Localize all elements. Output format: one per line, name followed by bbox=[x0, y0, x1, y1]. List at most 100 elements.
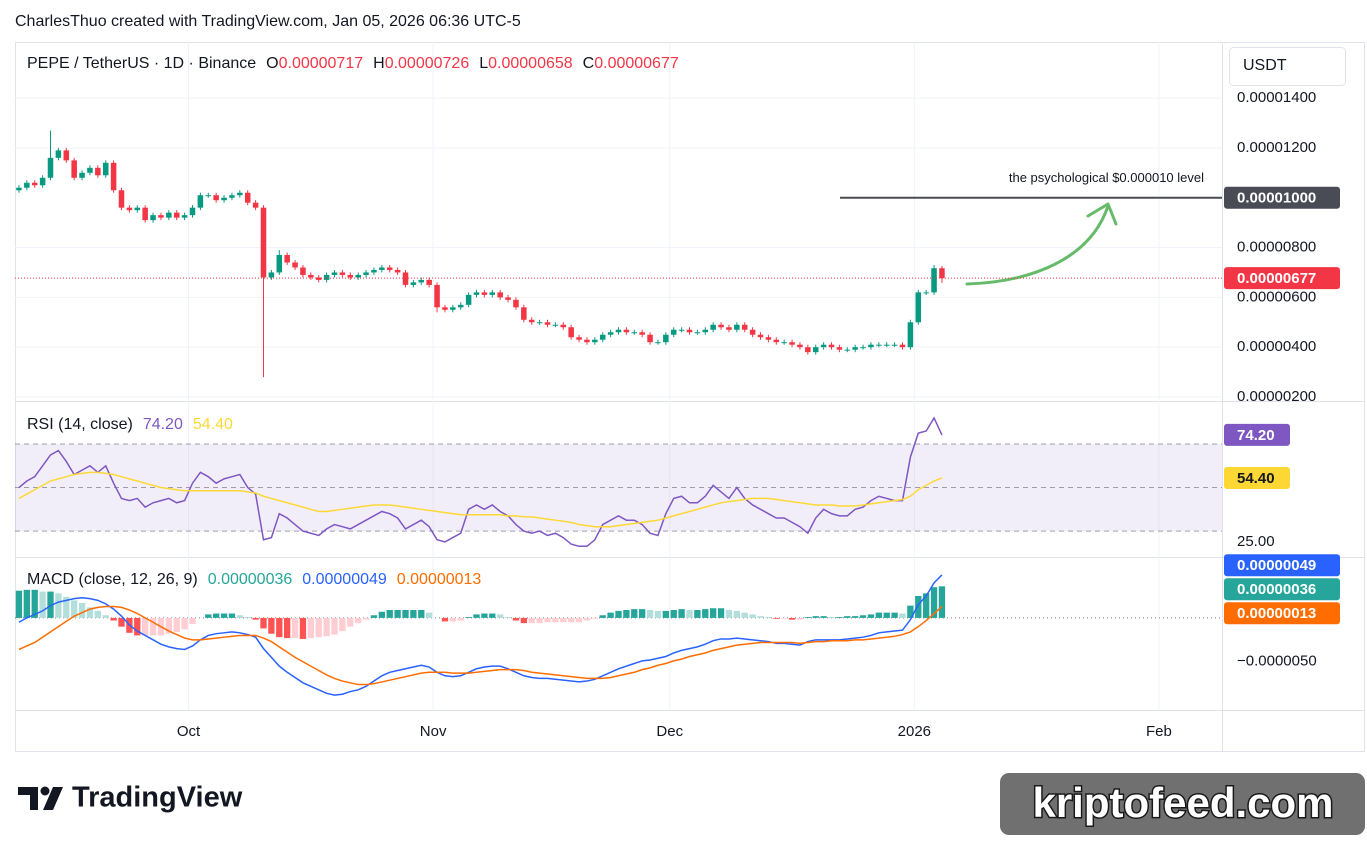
histogram-bar bbox=[370, 615, 378, 618]
candle-body bbox=[536, 322, 543, 324]
price-badge bbox=[1224, 602, 1340, 625]
rsi-line bbox=[18, 471, 943, 528]
histogram-bar bbox=[583, 617, 591, 621]
candle-body bbox=[110, 162, 117, 191]
y-tick-label: 0.00001200 bbox=[1237, 139, 1316, 156]
histogram-bar bbox=[142, 617, 149, 636]
histogram-bar bbox=[702, 609, 709, 618]
histogram-bar bbox=[457, 617, 464, 621]
histogram-bar bbox=[568, 617, 575, 623]
y-tick-label: 0.00000600 bbox=[1237, 288, 1316, 305]
candle-body bbox=[166, 212, 172, 218]
candle-body bbox=[276, 255, 283, 273]
legend: PEPE / TetherUS · 1D · Binance O0.0000071… bbox=[27, 55, 679, 72]
plot bbox=[15, 130, 946, 696]
histogram-bar bbox=[276, 617, 283, 638]
candle-body bbox=[229, 195, 235, 198]
candle-body bbox=[442, 307, 448, 310]
histogram-bar bbox=[378, 611, 385, 618]
candle-body bbox=[237, 192, 243, 196]
histogram-bar bbox=[528, 617, 535, 624]
histogram-bar bbox=[915, 595, 922, 618]
candle-body bbox=[781, 342, 787, 344]
histogram-bar bbox=[23, 589, 30, 618]
price-badge bbox=[1224, 466, 1290, 489]
candle-body bbox=[828, 344, 835, 348]
logo: TradingView bbox=[18, 782, 243, 814]
histogram-bar bbox=[844, 616, 851, 618]
legend-value: 0.00000677 bbox=[594, 55, 679, 72]
candle-body bbox=[394, 269, 401, 273]
histogram-bar bbox=[15, 590, 23, 618]
indicator-title: MACD (close, 12, 26, 9) bbox=[27, 571, 198, 588]
candle-body bbox=[284, 255, 290, 263]
candle-body bbox=[173, 212, 180, 218]
candle-body bbox=[16, 187, 22, 191]
histogram-bar bbox=[796, 617, 804, 620]
candle-body bbox=[386, 267, 393, 270]
candle-body bbox=[158, 215, 164, 218]
candle-body bbox=[812, 347, 819, 353]
histogram-bar bbox=[639, 609, 646, 618]
candle-body bbox=[528, 319, 535, 323]
histogram-bar bbox=[110, 617, 117, 621]
candle-body bbox=[702, 329, 709, 333]
candle-body bbox=[599, 334, 606, 340]
candle-body bbox=[465, 294, 472, 305]
histogram-bar bbox=[78, 602, 86, 618]
candle-body bbox=[765, 337, 772, 340]
candle-body bbox=[252, 202, 259, 208]
candle-body bbox=[189, 207, 196, 216]
histogram-bar bbox=[670, 610, 677, 618]
macd-line bbox=[18, 574, 943, 696]
candle-body bbox=[560, 324, 567, 328]
candle-body bbox=[852, 347, 858, 350]
histogram-bar bbox=[260, 617, 267, 629]
candle-body bbox=[876, 344, 882, 346]
candle-body bbox=[481, 292, 488, 295]
histogram-bar bbox=[930, 587, 938, 618]
candle-body bbox=[87, 167, 93, 173]
candle-body bbox=[639, 332, 645, 335]
histogram-bar bbox=[749, 614, 756, 618]
x-tick-label: Oct bbox=[177, 723, 201, 740]
candle-body bbox=[552, 324, 559, 326]
legend-key: L bbox=[479, 55, 488, 72]
histogram-bar bbox=[788, 617, 796, 620]
candle-body bbox=[379, 267, 385, 270]
candle-body bbox=[410, 282, 417, 285]
candle-body bbox=[497, 292, 503, 298]
legend-key: C bbox=[583, 55, 595, 72]
legend-value: 0.00000658 bbox=[488, 55, 573, 72]
histogram-bar bbox=[386, 610, 393, 618]
histogram-bar bbox=[662, 610, 669, 618]
histogram-bar bbox=[710, 608, 717, 618]
watermark-box bbox=[1000, 773, 1365, 835]
candle-body bbox=[718, 324, 724, 328]
candle-body bbox=[308, 274, 314, 278]
candle-body bbox=[749, 329, 756, 335]
annotation-arrowhead bbox=[1086, 202, 1118, 226]
candle-body bbox=[457, 304, 464, 308]
legend: MACD (close, 12, 26, 9) 0.00000036 0.00000… bbox=[27, 571, 481, 588]
candle-body bbox=[79, 172, 85, 178]
histogram-bar bbox=[607, 612, 614, 618]
histogram-bar bbox=[552, 617, 559, 623]
overlay: 0.00000677 the psychological $0.000010 le… bbox=[15, 55, 1340, 625]
histogram-bar bbox=[654, 610, 662, 618]
candle-body bbox=[55, 150, 62, 158]
histogram-bar bbox=[820, 616, 827, 618]
x-tick-label: 2026 bbox=[898, 723, 931, 740]
y-tick-label: −0.0000050 bbox=[1237, 653, 1317, 670]
candle-body bbox=[592, 339, 598, 343]
logo-mark bbox=[40, 786, 50, 796]
candle-body bbox=[891, 344, 898, 346]
histogram-bar bbox=[47, 591, 54, 618]
histogram-bar bbox=[836, 617, 843, 618]
candle-body bbox=[860, 347, 866, 349]
currency-button[interactable] bbox=[1229, 47, 1346, 86]
histogram-bar bbox=[757, 616, 764, 618]
histogram-bar bbox=[149, 617, 157, 636]
histogram-bar bbox=[291, 617, 299, 639]
